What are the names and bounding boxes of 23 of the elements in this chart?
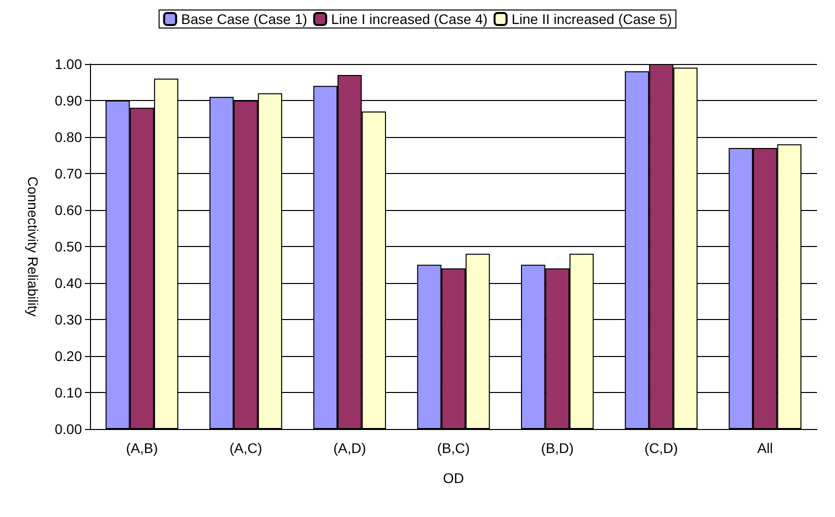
- y-tick-label: 0.40: [54, 275, 82, 291]
- y-tick-label: 1.00: [54, 56, 82, 72]
- y-tick-label: 0.10: [54, 384, 82, 400]
- x-tick-label: (A,B): [126, 440, 158, 456]
- x-axis-title: OD: [443, 470, 464, 486]
- x-tick-label: (A,D): [333, 440, 366, 456]
- x-tick-label: (A,C): [229, 440, 262, 456]
- y-tick-label: 0.00: [54, 421, 82, 437]
- y-tick-label: 0.90: [54, 92, 82, 108]
- y-tick-label: 0.70: [54, 166, 82, 182]
- y-tick-label: 0.30: [54, 312, 82, 328]
- x-tick-label: (C,D): [644, 440, 678, 456]
- x-tick-label: (B,C): [437, 440, 470, 456]
- y-tick-label: 0.20: [54, 348, 82, 364]
- legend-label: Line II increased (Case 5): [512, 11, 672, 27]
- y-tick-label: 0.60: [54, 202, 82, 218]
- y-axis-title: Connectivity Reliability: [25, 176, 41, 317]
- x-tick-label: (B,D): [541, 440, 574, 456]
- legend-label: Base Case (Case 1): [181, 11, 308, 27]
- x-tick-label: All: [757, 440, 773, 456]
- y-tick-label: 0.50: [54, 238, 82, 254]
- y-tick-label: 0.80: [54, 129, 82, 145]
- legend-label: Line I increased (Case 4): [331, 11, 488, 27]
